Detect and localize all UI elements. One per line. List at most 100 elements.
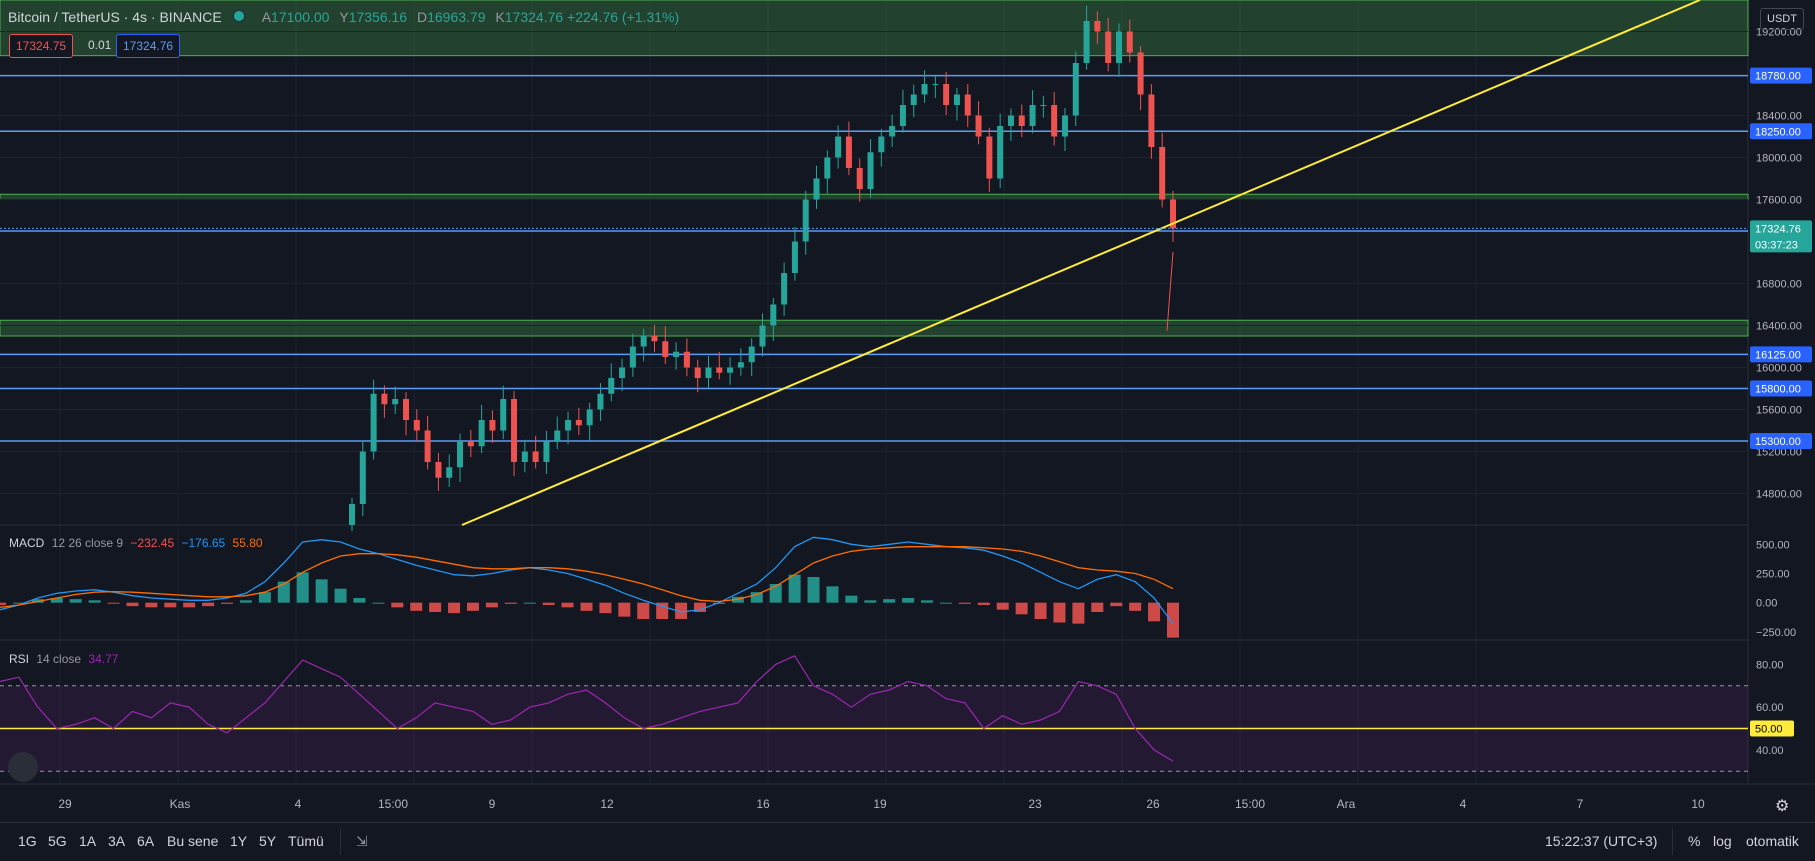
candle-body — [1007, 115, 1014, 126]
macd-histogram-bar — [258, 592, 271, 603]
price-tick-label: 16000.00 — [1756, 363, 1802, 375]
macd-histogram-bar — [1148, 602, 1161, 622]
trend-line — [461, 0, 1701, 526]
percent-toggle[interactable]: % — [1688, 833, 1701, 849]
candle-body — [932, 84, 939, 85]
toolbar-divider — [340, 829, 341, 855]
macd-histogram-bar — [845, 595, 858, 603]
candle-body — [921, 84, 928, 95]
candle-body — [1072, 63, 1079, 116]
macd-tick-label: 250.00 — [1756, 569, 1790, 581]
range-5y[interactable]: 5Y — [259, 833, 277, 849]
macd-histogram-bar — [921, 600, 934, 603]
candle-wick — [1166, 251, 1174, 331]
candle-body — [791, 241, 798, 273]
candle-body — [392, 399, 399, 405]
gear-icon[interactable]: ⚙ — [1775, 798, 1790, 815]
macd-histogram-bar — [88, 600, 101, 603]
time-tick-label: 4 — [295, 797, 302, 811]
currency-button[interactable]: USDT — [1760, 8, 1804, 30]
macd-histogram-bar — [296, 572, 309, 603]
chart-background — [0, 0, 1815, 822]
macd-histogram-bar — [599, 602, 612, 614]
candle-body — [813, 178, 820, 200]
support-zone — [0, 193, 1749, 200]
rsi-tick-label: 60.00 — [1756, 702, 1784, 714]
macd-histogram-bar — [750, 592, 763, 603]
macd-histogram-bar — [239, 600, 252, 603]
level-label-box — [1750, 433, 1812, 449]
candle-body — [835, 136, 842, 158]
range-6m[interactable]: 6A — [137, 833, 155, 849]
range-1y[interactable]: 1Y — [230, 833, 248, 849]
macd-histogram-bar — [107, 602, 120, 604]
candle-body — [467, 441, 474, 447]
macd-histogram-bar — [618, 602, 631, 617]
range-ytd[interactable]: Bu sene — [167, 833, 219, 849]
macd-histogram-bar — [334, 588, 347, 603]
bottom-toolbar: 1G 5G 1A 3A 6A Bu sene 1Y 5Y Tümü ⇲ 15:2… — [0, 822, 1815, 861]
level-label: 16125.00 — [1755, 349, 1801, 361]
candle-body — [1051, 105, 1058, 137]
time-tick-label: 26 — [1146, 797, 1160, 811]
sell-button[interactable]: 17324.75 — [9, 34, 74, 58]
price-tick-label: 16800.00 — [1756, 279, 1802, 291]
macd-histogram-bar — [1072, 602, 1085, 624]
candle-body — [943, 84, 950, 105]
macd-histogram-bar — [12, 602, 25, 604]
macd-histogram-bar — [637, 602, 650, 619]
macd-histogram-bar — [1034, 602, 1047, 619]
candle-body — [532, 451, 539, 462]
rsi-level-label: 50.00 — [1755, 724, 1783, 736]
candle-body — [565, 420, 572, 431]
range-5d[interactable]: 5G — [48, 833, 67, 849]
clock[interactable]: 15:22:37 (UTC+3) — [1545, 833, 1658, 849]
toolbar-divider — [1672, 829, 1673, 855]
rsi-tick-label: 80.00 — [1756, 659, 1784, 671]
date-range-icon[interactable]: ⇲ — [356, 833, 368, 849]
candle-body — [608, 378, 615, 394]
candle-body — [543, 441, 550, 462]
range-1m[interactable]: 1A — [79, 833, 97, 849]
candle-body — [554, 430, 561, 441]
macd-histogram-bar — [485, 602, 498, 608]
candle-body — [1126, 31, 1133, 53]
candle-body — [629, 346, 636, 368]
candle-body — [1105, 31, 1112, 63]
tradingview-logo-icon[interactable] — [8, 752, 38, 782]
range-3m[interactable]: 3A — [108, 833, 126, 849]
price-tick-label: 15200.00 — [1756, 447, 1802, 459]
macd-histogram-bar — [448, 602, 461, 614]
macd-params: 12 26 close 9 — [51, 536, 124, 550]
candle-body — [899, 105, 906, 126]
symbol-title[interactable]: Bitcoin / TetherUS · 4s · BINANCE — [8, 9, 222, 25]
rsi-legend[interactable]: RSI 14 close 34.77 — [9, 652, 118, 666]
price-tick-label: 18400.00 — [1756, 111, 1802, 123]
candle-body — [694, 367, 701, 378]
candle-body — [705, 367, 712, 378]
buy-button[interactable]: 17324.76 — [116, 34, 181, 58]
rsi-params: 14 close — [36, 652, 82, 666]
macd-histogram-bar — [410, 602, 423, 611]
candle-body — [1094, 21, 1101, 32]
candle-body — [716, 367, 723, 373]
macd-histogram-bar — [769, 584, 782, 603]
time-tick-label: 15:00 — [378, 797, 408, 811]
candle-body — [759, 325, 766, 347]
candle-body — [748, 346, 755, 363]
auto-scale-toggle[interactable]: otomatik — [1746, 833, 1799, 849]
log-toggle[interactable]: log — [1713, 833, 1732, 849]
range-1d[interactable]: 1G — [18, 833, 37, 849]
macd-legend[interactable]: MACD 12 26 close 9 −232.45 −176.65 55.80 — [9, 536, 263, 550]
candle-body — [683, 351, 690, 368]
macd-tick-label: 500.00 — [1756, 539, 1790, 551]
candle-body — [1061, 115, 1068, 137]
macd-histogram-bar — [883, 599, 896, 603]
macd-histogram-bar — [1091, 602, 1104, 612]
macd-tick-label: 0.00 — [1756, 598, 1777, 610]
candle-body — [737, 362, 744, 368]
macd-histogram-bar — [0, 602, 6, 605]
range-all[interactable]: Tümü — [288, 833, 324, 849]
candle-body — [500, 399, 507, 431]
